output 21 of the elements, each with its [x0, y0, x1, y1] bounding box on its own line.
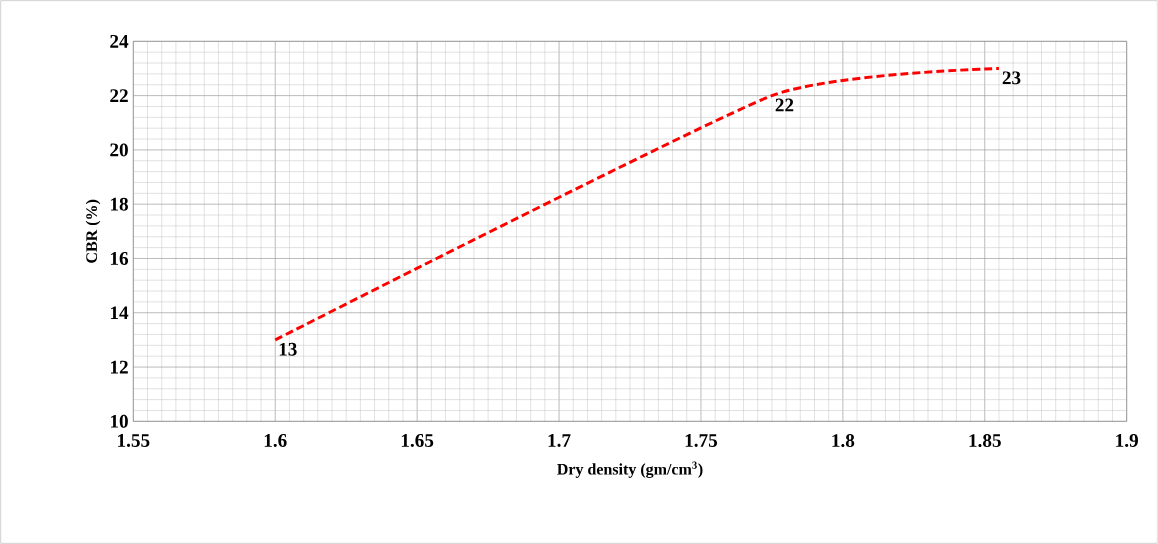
x-tick-label: 1.65	[401, 434, 434, 448]
x-tick-label: 1.55	[118, 434, 150, 447]
y-tick-label: 12	[110, 360, 128, 374]
y-tick-label: 16	[110, 252, 129, 265]
y-tick-label: 22	[110, 89, 128, 102]
y-tick-label: 24	[110, 34, 129, 48]
data-label: 22	[775, 98, 794, 112]
y-tick-label: 10	[110, 414, 128, 428]
x-axis-title: Dry density (gm/cm$^{3}$)	[557, 461, 703, 478]
y-tick-label: 20	[110, 143, 128, 157]
x-tick-label: 1.85	[969, 434, 1001, 448]
x-tick-label: 1.6	[264, 434, 287, 448]
x-tick-label: 1.7	[548, 434, 571, 447]
data-label: 13	[279, 342, 297, 356]
y-tick-label: 14	[110, 306, 129, 320]
data-label: 23	[1002, 71, 1021, 85]
x-tick-label: 1.8	[832, 434, 855, 448]
x-tick-label: 1.9	[1116, 434, 1138, 448]
y-tick-label: 18	[110, 197, 128, 211]
y-axis-title: CBR (%)	[85, 199, 101, 263]
x-tick-label: 1.75	[685, 434, 718, 447]
